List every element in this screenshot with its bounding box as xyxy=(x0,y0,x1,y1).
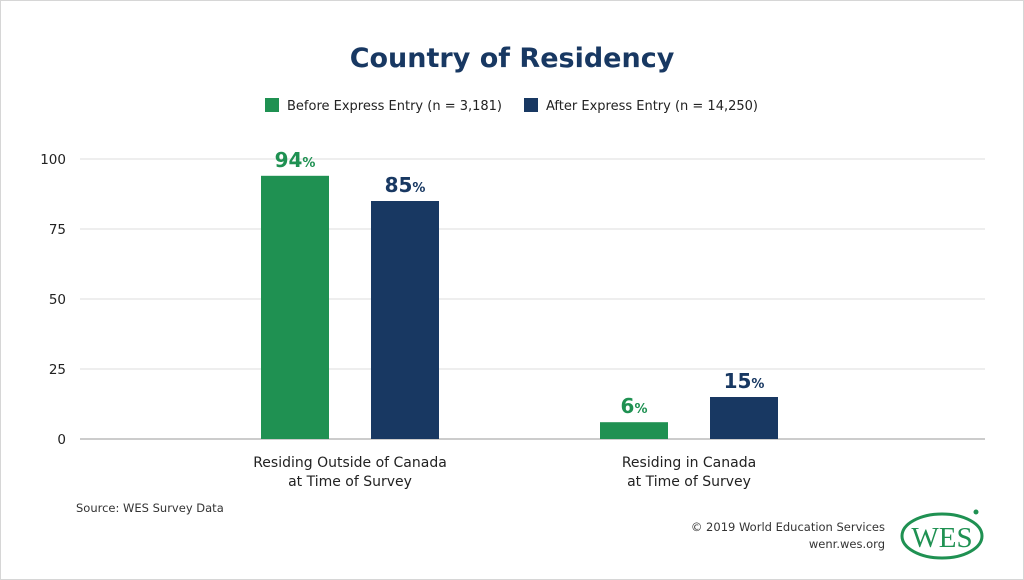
bars: 94% 85% 6% 15% xyxy=(261,148,778,440)
data-label: 6% xyxy=(621,394,648,418)
x-category-label: at Time of Survey xyxy=(627,474,751,490)
y-tick-label: 100 xyxy=(40,152,66,168)
y-tick-label: 0 xyxy=(57,432,66,448)
chart-title: Country of Residency xyxy=(350,43,675,74)
svg-text:WES: WES xyxy=(911,522,972,554)
website: wenr.wes.org xyxy=(809,537,885,551)
y-tick-label: 50 xyxy=(49,292,66,308)
legend-label: After Express Entry (n = 14,250) xyxy=(546,99,758,114)
x-axis-labels: Residing Outside of Canada at Time of Sur… xyxy=(253,455,756,490)
wes-logo: WES xyxy=(900,509,984,560)
bar xyxy=(600,422,668,439)
y-tick-label: 25 xyxy=(49,362,66,378)
x-category-label: at Time of Survey xyxy=(288,474,412,490)
gridlines: 0 25 50 75 100 xyxy=(40,152,985,448)
copyright: © 2019 World Education Services xyxy=(691,520,885,534)
data-label: 85% xyxy=(385,173,426,197)
legend-label: Before Express Entry (n = 3,181) xyxy=(287,99,502,114)
x-category-label: Residing Outside of Canada xyxy=(253,455,447,471)
legend-swatch xyxy=(524,98,538,112)
bar xyxy=(261,175,329,440)
data-label: 15% xyxy=(724,369,765,393)
legend-swatch xyxy=(265,98,279,112)
bar xyxy=(371,201,439,439)
y-tick-label: 75 xyxy=(49,222,66,238)
legend: Before Express Entry (n = 3,181) After Ex… xyxy=(265,98,758,114)
source-note: Source: WES Survey Data xyxy=(76,501,224,515)
data-label: 94% xyxy=(275,148,316,172)
bar xyxy=(710,397,778,439)
x-category-label: Residing in Canada xyxy=(622,455,756,471)
